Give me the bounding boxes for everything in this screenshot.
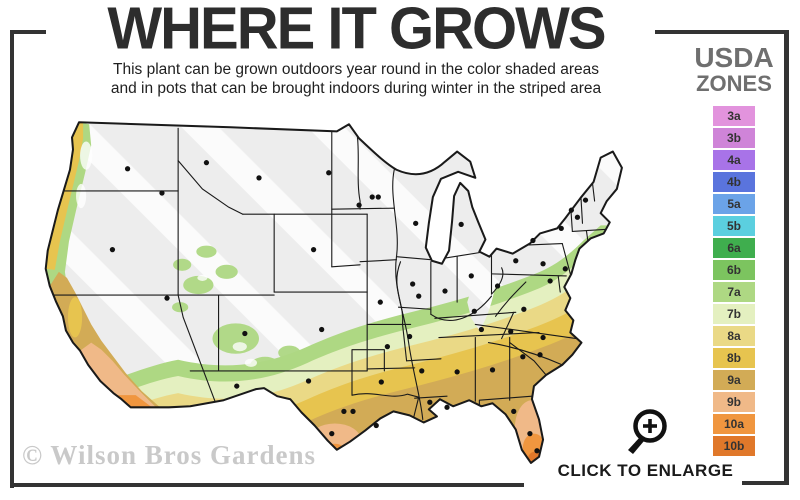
zone-swatch-7b: 7b bbox=[713, 304, 755, 325]
city-dot bbox=[341, 408, 347, 414]
zoom-in-icon[interactable] bbox=[617, 405, 675, 459]
zone-swatch-8a: 8a bbox=[713, 326, 755, 347]
city-dot bbox=[489, 367, 496, 373]
frame-border-bottom-left bbox=[10, 483, 524, 487]
city-dot bbox=[468, 273, 474, 279]
city-dot bbox=[527, 430, 533, 437]
city-dot bbox=[319, 326, 325, 333]
city-dot bbox=[375, 194, 381, 200]
zone-swatch-6b: 6b bbox=[713, 260, 755, 281]
city-dot bbox=[534, 448, 540, 454]
zone-swatch-10b: 10b bbox=[713, 436, 755, 457]
city-dot bbox=[410, 281, 416, 287]
city-dot bbox=[377, 299, 383, 305]
interior-green-patches bbox=[172, 245, 301, 375]
zone-swatch-9a: 9a bbox=[713, 370, 755, 391]
city-dot bbox=[540, 334, 546, 341]
city-dot bbox=[419, 368, 425, 374]
city-dot bbox=[350, 408, 356, 414]
city-dot bbox=[520, 354, 526, 360]
zone-swatch-9b: 9b bbox=[713, 392, 755, 413]
frame-border-bottom-right bbox=[742, 481, 789, 485]
us-map-svg bbox=[44, 121, 623, 464]
zone-swatch-4a: 4a bbox=[713, 150, 755, 171]
frame-border-top-right bbox=[655, 30, 789, 34]
city-dot bbox=[537, 352, 543, 358]
city-dot bbox=[494, 283, 501, 289]
city-dot bbox=[242, 330, 248, 337]
header: WHERE IT GROWS This plant can be grown o… bbox=[16, 0, 696, 99]
city-dot bbox=[384, 344, 391, 350]
city-dot bbox=[310, 246, 317, 253]
city-dot bbox=[568, 207, 574, 213]
subtitle-line-1: This plant can be grown outdoors year ro… bbox=[113, 61, 599, 78]
city-dot bbox=[582, 197, 589, 203]
zone-swatch-8b: 8b bbox=[713, 348, 755, 369]
city-dot bbox=[478, 326, 485, 333]
zone-color-list: 3a 3b 4a 4b 5a 5b 6a 6b 7a 7b 8a 8b 9a 9b 10a 10b bbox=[713, 106, 755, 457]
city-dot bbox=[574, 214, 581, 220]
zone-swatch-4b: 4b bbox=[713, 172, 755, 193]
city-dot bbox=[471, 308, 477, 314]
city-dot bbox=[203, 160, 210, 166]
city-dot bbox=[416, 293, 422, 299]
city-dot bbox=[442, 288, 448, 294]
legend-title-zones: ZONES bbox=[696, 71, 772, 96]
city-dot bbox=[256, 175, 262, 181]
city-dot bbox=[562, 266, 568, 272]
zone-swatch-3b: 3b bbox=[713, 128, 755, 149]
city-dot bbox=[234, 383, 240, 389]
zone-swatch-10a: 10a bbox=[713, 414, 755, 435]
city-dot bbox=[508, 328, 514, 335]
us-hardiness-zone-map bbox=[28, 100, 676, 472]
city-dot bbox=[159, 190, 165, 196]
city-dot bbox=[109, 246, 116, 253]
city-dot bbox=[373, 422, 379, 429]
city-dot bbox=[427, 399, 433, 405]
zone-swatch-7a: 7a bbox=[713, 282, 755, 303]
click-to-enlarge-label[interactable]: CLICK TO ENLARGE bbox=[557, 461, 734, 480]
city-dot bbox=[530, 237, 536, 244]
city-dot bbox=[378, 379, 384, 385]
city-dot bbox=[547, 278, 553, 284]
city-dot bbox=[356, 202, 362, 208]
city-dot bbox=[326, 170, 332, 176]
city-dots bbox=[109, 160, 589, 454]
high-elevation-patches bbox=[76, 141, 257, 367]
click-to-enlarge-button[interactable]: CLICK TO ENLARGE bbox=[538, 405, 753, 481]
page-title: WHERE IT GROWS bbox=[107, 0, 606, 62]
city-dot bbox=[413, 220, 419, 226]
frame-border-right bbox=[784, 30, 789, 485]
us-outline bbox=[44, 121, 623, 464]
city-dot bbox=[540, 261, 546, 267]
zone-swatch-6a: 6a bbox=[713, 238, 755, 259]
watermark: © Wilson Bros Gardens bbox=[22, 440, 316, 470]
city-dot bbox=[329, 430, 335, 437]
city-dot bbox=[444, 404, 450, 410]
city-dot bbox=[305, 378, 312, 384]
zone-swatch-3a: 3a bbox=[713, 106, 755, 127]
subtitle-line-2: and in pots that can be brought indoors … bbox=[110, 79, 602, 97]
subtitle: This plant can be grown outdoors year ro… bbox=[16, 61, 696, 99]
legend-title-usda: USDA bbox=[694, 42, 774, 73]
usda-zones-legend: USDA ZONES 3a 3b 4a 4b 5a 5b 6a 6b 7a 7b 8a 8b 9a 9b 1… bbox=[690, 44, 778, 458]
west-coast-zones bbox=[45, 122, 160, 408]
city-dot bbox=[558, 225, 564, 232]
city-dot bbox=[124, 166, 131, 172]
city-dot bbox=[458, 221, 464, 227]
zone-swatch-5b: 5b bbox=[713, 216, 755, 237]
zone-swatch-5a: 5a bbox=[713, 194, 755, 215]
city-dot bbox=[511, 408, 517, 414]
city-dot bbox=[521, 306, 527, 312]
city-dot bbox=[454, 369, 460, 375]
frame-border-top-left bbox=[10, 30, 46, 34]
city-dot bbox=[406, 333, 413, 340]
frame-border-left bbox=[10, 30, 14, 488]
city-dot bbox=[164, 295, 170, 301]
city-dot bbox=[369, 194, 375, 200]
city-dot bbox=[513, 258, 519, 264]
